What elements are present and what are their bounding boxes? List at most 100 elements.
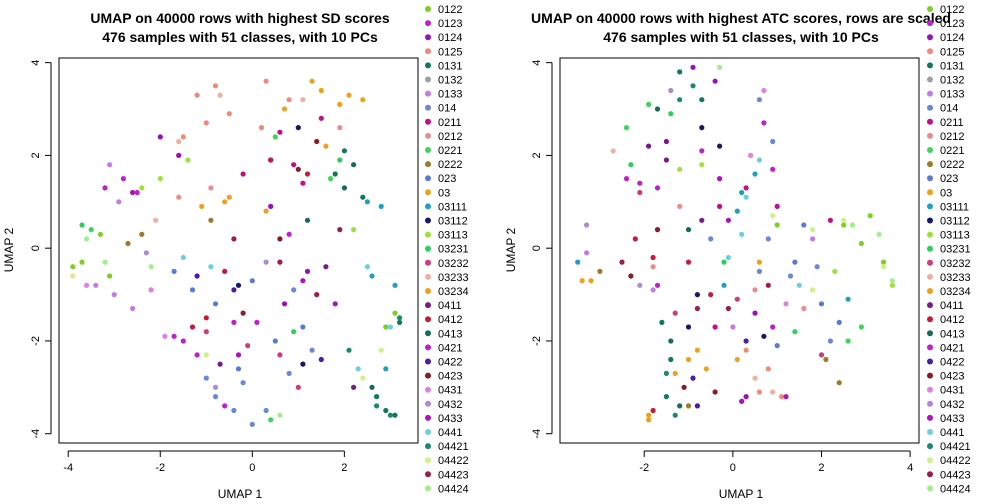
- right-point-0124: [712, 78, 718, 84]
- right-point-0423: [712, 389, 718, 395]
- right-point-0411: [646, 143, 652, 149]
- left-point-0441: [180, 254, 186, 261]
- left-point-0123: [180, 338, 186, 344]
- left-point-014: [240, 380, 246, 386]
- right-legend-marker-014: [927, 104, 933, 111]
- right-point-0413: [668, 338, 674, 344]
- left-point-023: [189, 287, 196, 293]
- right-point-03231: [721, 259, 727, 265]
- left-y-axis-label: UMAP 2: [2, 227, 16, 272]
- left-point-0125: [194, 92, 200, 98]
- left-point-03231: [291, 329, 297, 335]
- right-legend-label-0431: 0431: [940, 385, 964, 397]
- right-point-0212: [752, 287, 758, 293]
- right-point-0413: [654, 106, 661, 112]
- right-point-0211: [712, 324, 718, 330]
- right-point-0433: [725, 217, 732, 223]
- right-point-0212: [677, 203, 683, 209]
- right-point-0421: [770, 166, 776, 172]
- right-point-0222: [823, 356, 829, 363]
- right-legend-label-0125: 0125: [940, 46, 964, 58]
- left-point-0211: [291, 162, 297, 168]
- left-point-03111: [369, 273, 375, 279]
- right-point-0124: [752, 310, 758, 316]
- right-legend-marker-0122: [927, 6, 933, 12]
- left-legend-marker-0122: [425, 6, 431, 12]
- left-point-0131: [397, 319, 403, 325]
- right-legend-marker-0441: [927, 429, 933, 435]
- left-point-04421: [374, 403, 380, 409]
- left-point-0124: [176, 152, 182, 158]
- right-point-0222: [685, 403, 692, 409]
- right-point-03232: [672, 310, 678, 316]
- right-legend-label-0432: 0432: [940, 399, 964, 411]
- right-x-tick-label: 0: [730, 462, 736, 474]
- right-legend-label-0124: 0124: [940, 32, 964, 44]
- right-point-03111: [845, 296, 851, 302]
- left-point-0432: [212, 384, 219, 390]
- left-point-014: [231, 407, 237, 414]
- right-point-0433: [783, 394, 789, 400]
- left-point-0421: [286, 231, 292, 237]
- right-point-0432: [637, 282, 643, 288]
- left-point-0125: [180, 134, 186, 140]
- left-legend-label-03112: 03112: [438, 216, 468, 228]
- left-point-03232: [295, 384, 301, 390]
- right-chart-title-line2: 476 samples with 51 classes, with 10 PCs: [603, 29, 879, 45]
- right-point-0222: [836, 380, 842, 386]
- left-point-0411: [351, 384, 357, 390]
- right-legend-marker-0431: [927, 386, 933, 393]
- left-point-03232: [245, 343, 251, 349]
- left-point-0212: [337, 125, 343, 131]
- right-point-0122: [841, 222, 847, 228]
- left-point-03234: [318, 87, 324, 94]
- right-point-0433: [717, 176, 723, 182]
- left-point-03113: [351, 227, 357, 233]
- left-point-0421: [171, 333, 177, 339]
- right-point-0125: [743, 347, 749, 353]
- left-point-0124: [281, 301, 288, 307]
- left-legend-label-0432: 0432: [438, 399, 462, 411]
- right-point-0131: [659, 319, 665, 325]
- left-point-04422: [70, 273, 76, 279]
- left-point-04422: [203, 352, 209, 358]
- right-legend-marker-03111: [927, 203, 933, 210]
- right-point-04424: [889, 278, 896, 284]
- left-legend-marker-0412: [425, 316, 431, 323]
- right-point-0432: [668, 87, 674, 94]
- right-point-0441: [743, 194, 749, 200]
- right-point-04423: [725, 305, 732, 312]
- left-point-04424: [84, 236, 90, 242]
- left-point-0222: [208, 217, 214, 223]
- left-point-0441: [364, 264, 370, 270]
- left-legend-marker-0431: [425, 386, 431, 393]
- left-point-0433: [235, 352, 242, 358]
- left-point-014: [203, 375, 209, 381]
- left-point-0212: [208, 185, 214, 191]
- right-legend-marker-0422: [927, 358, 933, 365]
- left-point-0131: [383, 407, 389, 414]
- left-point-04423: [314, 292, 320, 298]
- right-point-0125: [779, 394, 785, 400]
- left-x-tick-label: 2: [341, 462, 347, 474]
- right-legend-label-0423: 0423: [940, 371, 964, 383]
- right-point-04422: [810, 287, 816, 293]
- right-point-0422: [743, 338, 749, 344]
- left-y-tick-label: -4: [30, 429, 42, 439]
- right-legend-label-03232: 03232: [940, 258, 971, 270]
- left-point-0412: [222, 268, 228, 274]
- right-point-0412: [685, 259, 692, 265]
- right-point-0211: [827, 217, 834, 223]
- right-point-0412: [650, 407, 656, 414]
- right-point-0431: [783, 301, 789, 307]
- left-legend-marker-0131: [425, 62, 431, 69]
- left-legend-marker-03113: [425, 231, 431, 238]
- left-legend-label-0411: 0411: [438, 300, 462, 312]
- right-point-014: [827, 338, 834, 344]
- left-point-0412: [189, 324, 196, 330]
- right-point-0221: [623, 125, 630, 131]
- left-legend-marker-0221: [425, 147, 431, 153]
- right-point-03113: [832, 268, 838, 274]
- right-point-014: [708, 236, 714, 242]
- right-legend-marker-04424: [927, 485, 933, 492]
